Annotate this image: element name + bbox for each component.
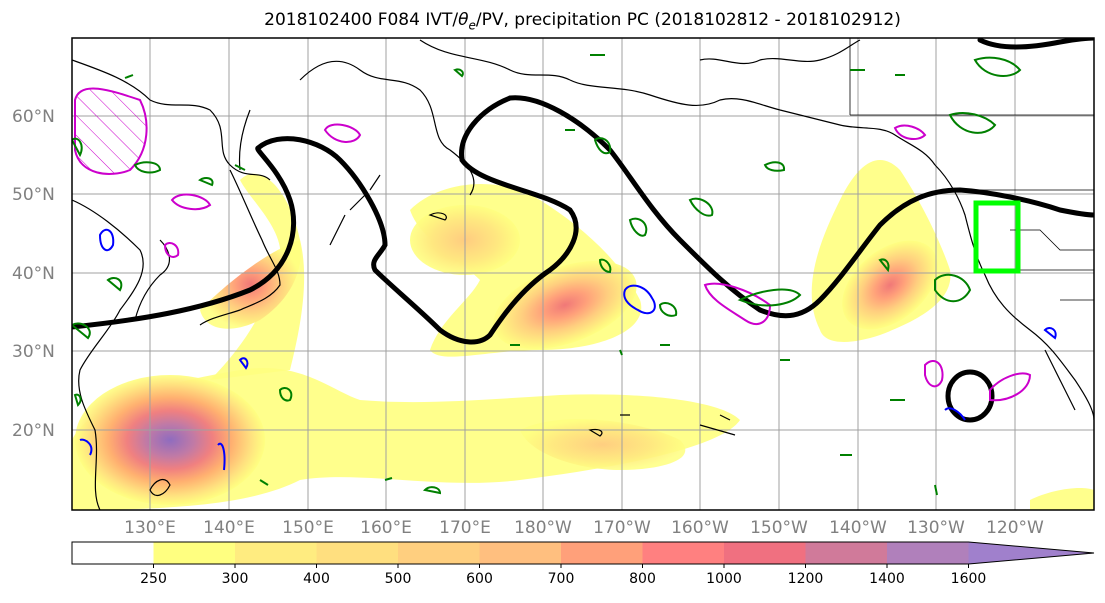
colorbar-tick-label: 600 xyxy=(466,571,493,587)
colorbar-segment xyxy=(398,542,480,564)
lat-label: 60°N xyxy=(12,107,55,127)
lon-label: 130°W xyxy=(907,518,965,538)
theta-e-negative-contours xyxy=(79,228,1057,471)
colorbar-segment xyxy=(235,542,317,564)
colorbar-segment xyxy=(642,542,725,564)
theta-e-positive-contours xyxy=(74,87,1032,402)
colorbar-tick-label: 1600 xyxy=(951,571,987,587)
lon-label: 170°W xyxy=(593,518,651,538)
lat-label: 50°N xyxy=(12,185,55,205)
colorbar-tick-label: 300 xyxy=(222,571,249,587)
precipitation-contours xyxy=(72,54,1022,496)
colorbar-tick-label: 1000 xyxy=(706,571,742,587)
colorbar-segment xyxy=(724,542,806,564)
lon-label: 150°E xyxy=(282,518,334,538)
lat-label: 20°N xyxy=(12,421,55,441)
colorbar-tick-label: 800 xyxy=(629,571,656,587)
lon-label: 160°E xyxy=(360,518,412,538)
colorbar-tick-label: 700 xyxy=(548,571,575,587)
colorbar-tick-label: 250 xyxy=(140,571,167,587)
colorbar-segment xyxy=(72,542,154,564)
colorbar-segment xyxy=(887,542,969,564)
colorbar-tick-label: 1200 xyxy=(788,571,824,587)
colorbar-tick-label: 1400 xyxy=(869,571,905,587)
latitude-labels: 60°N 50°N 40°N 30°N 20°N xyxy=(12,107,55,441)
lon-label: 140°E xyxy=(203,518,255,538)
target-region-box xyxy=(973,200,1021,274)
colorbar-segment xyxy=(316,542,399,564)
map-title: 2018102400 F084 IVT/θe/PV, precipitation… xyxy=(264,10,901,33)
colorbar-segment xyxy=(479,542,562,564)
map-frame xyxy=(71,37,1095,511)
colorbar-extend-arrow xyxy=(968,542,1094,564)
colorbar-segment xyxy=(805,542,888,564)
colorbar-tick-label: 400 xyxy=(303,571,330,587)
lat-label: 30°N xyxy=(12,342,55,362)
lon-label: 150°W xyxy=(750,518,808,538)
lon-label: 170°E xyxy=(439,518,491,538)
lon-label: 130°E xyxy=(124,518,176,538)
graticule xyxy=(72,38,1094,510)
colorbar-segment xyxy=(561,542,643,564)
lon-label: 180°W xyxy=(514,518,572,538)
colorbar-segment xyxy=(153,542,236,564)
longitude-labels: 130°E 140°E 150°E 160°E 170°E 180°W 170°… xyxy=(124,518,1044,538)
colorbar-tick-label: 500 xyxy=(385,571,412,587)
lon-label: 140°W xyxy=(829,518,887,538)
lat-label: 40°N xyxy=(12,264,55,284)
colorbar: 250 300 400 500 600 700 800 1000 1200 1400 1600 xyxy=(71,541,1095,587)
lon-label: 160°W xyxy=(671,518,729,538)
lon-label: 120°W xyxy=(986,518,1044,538)
colorbar-outline xyxy=(71,541,1095,565)
